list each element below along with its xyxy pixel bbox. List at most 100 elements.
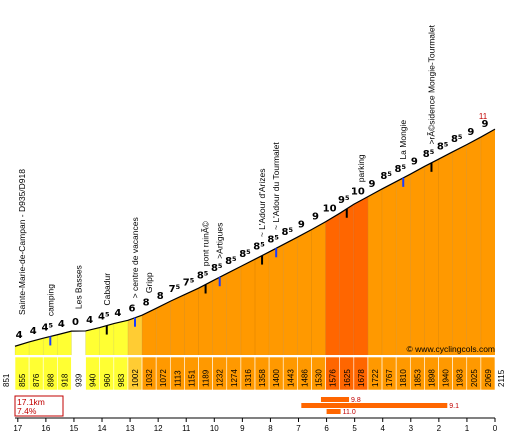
km-tick-label: 5 (352, 424, 357, 433)
credit-label: © www.cyclingcols.com (407, 344, 495, 354)
profile-segment (85, 327, 100, 355)
km-tick-label: 6 (324, 424, 329, 433)
place-label: ~ L'Adour du Tourmalet (271, 142, 281, 230)
altitude-label: 940 (89, 373, 98, 387)
gradient-label: 9 (481, 119, 488, 130)
gradient-label: 8 (143, 298, 150, 309)
profile-segment (240, 259, 255, 355)
gradient-label: 85 (380, 170, 392, 182)
altitude-label: 1853 (413, 369, 422, 387)
altitude-label: 1072 (159, 369, 168, 387)
gradient-sup: 5 (49, 321, 54, 329)
gradient-label: 9 (467, 127, 474, 138)
gradient-label: 0 (72, 317, 79, 328)
gradient-sup: 5 (204, 270, 209, 278)
gradient-sup: 5 (260, 241, 265, 249)
profile-segment (466, 137, 481, 355)
place-label: Les Basses (74, 265, 84, 309)
gradient-label: 4 (58, 319, 65, 330)
gradient-label: 85 (282, 226, 294, 238)
altitude-label: 1032 (145, 369, 154, 387)
gradient-label: 75 (183, 276, 195, 288)
red-gradient-label: 11 (479, 112, 488, 121)
profile-segment (382, 181, 397, 355)
altitude-label: 939 (75, 373, 84, 387)
profile-segment (452, 144, 467, 355)
profile-segment (339, 204, 354, 355)
end-altitude: 2115 (497, 369, 506, 387)
altitude-label: 960 (103, 373, 112, 387)
gradient-sup: 5 (289, 226, 294, 234)
gradient-label: 75 (169, 283, 181, 295)
place-label: Sainte-Marie-de-Campan - D935/D918 (17, 169, 27, 315)
steep-bar-label: 9.1 (449, 403, 459, 410)
altitude-label: 1443 (286, 369, 295, 387)
place-label: Cabadur (102, 273, 112, 306)
place-label: parking (356, 154, 366, 182)
gradient-label: 45 (42, 321, 54, 333)
altitude-cell (480, 356, 496, 391)
summary-box (14, 395, 64, 417)
steep-bar (326, 409, 341, 414)
summary-gradient: 7.4% (17, 406, 37, 416)
profile-segment (480, 129, 495, 355)
place-label: > centre de vacances (130, 217, 140, 298)
km-tick-label: 0 (493, 424, 498, 433)
profile-segment (438, 151, 453, 355)
gradient-label: 85 (437, 141, 449, 153)
profile-segment (142, 308, 157, 355)
steep-bar-label: 9.8 (351, 397, 361, 404)
altitude-label: 1940 (442, 369, 451, 387)
altitude-label: 1232 (216, 369, 225, 387)
gradient-label: 85 (197, 270, 209, 282)
gradient-sup: 5 (176, 283, 181, 291)
altitude-label: 898 (46, 373, 55, 387)
gradient-label: 85 (451, 133, 463, 145)
gradient-label: 85 (423, 148, 435, 160)
gradient-label: 85 (267, 233, 279, 245)
profile-segment (29, 338, 44, 355)
profile-segment (71, 330, 86, 355)
gradient-label: 9 (298, 219, 305, 230)
km-tick-label: 13 (126, 424, 135, 433)
gradient-sup: 5 (232, 255, 237, 263)
gradient-label: 10 (323, 204, 337, 215)
km-tick-label: 10 (210, 424, 219, 433)
km-tick-label: 4 (380, 424, 385, 433)
altitude-label: 876 (32, 373, 41, 387)
altitude-label: 1810 (399, 369, 408, 387)
profile-outline (14, 128, 496, 347)
gradient-sup: 5 (105, 311, 110, 319)
gradient-label: 9 (312, 212, 319, 223)
gradient-label: 85 (211, 262, 223, 274)
profile-segment (410, 166, 425, 355)
altitude-label: 1678 (357, 369, 366, 387)
altitude-label: 1625 (343, 369, 352, 387)
summary-distance: 17.1km (17, 397, 45, 407)
profile-segment (99, 323, 114, 355)
gradient-label: 9 (369, 179, 376, 190)
altitude-label: 1400 (272, 369, 281, 387)
gradient-label: 85 (394, 163, 406, 175)
profile-segment (156, 301, 171, 355)
altitude-label: 1113 (173, 370, 182, 387)
altitude-label: 1274 (230, 369, 239, 387)
profile-segment (212, 273, 227, 355)
gradient-label: 8 (157, 291, 164, 302)
gradient-label: 10 (351, 186, 365, 197)
profile-segment (255, 251, 270, 355)
altitude-label: 1316 (244, 369, 253, 387)
gradient-label: 4 (114, 308, 121, 319)
altitude-label: 1983 (456, 369, 465, 387)
gradient-label: 85 (225, 255, 237, 267)
steep-bar (320, 397, 350, 402)
altitude-label: 1002 (131, 369, 140, 387)
altitude-label: 1576 (329, 369, 338, 387)
place-label: La Mongie (398, 120, 408, 160)
altitude-label: 1358 (258, 369, 267, 387)
gradient-sup: 5 (458, 133, 463, 141)
gradient-label: 9 (411, 156, 418, 167)
profile-segment (353, 196, 368, 355)
